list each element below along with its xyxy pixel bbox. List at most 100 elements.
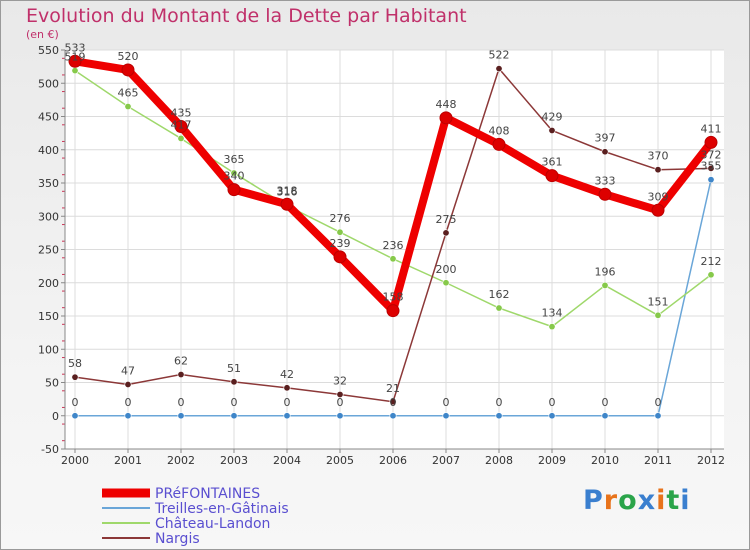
data-point [442,279,450,287]
x-tick-label: 2004 [273,454,301,467]
data-label: 62 [174,355,188,368]
y-tick-label: 200 [38,277,59,290]
data-label: 0 [602,396,609,409]
data-point [280,197,294,211]
data-label: 0 [231,396,238,409]
legend-label: Treilles-en-Gâtinais [154,501,289,517]
data-label: 397 [595,132,616,145]
y-tick-label: 350 [38,177,59,190]
data-label: 151 [648,295,669,308]
data-point [389,255,397,263]
data-point [442,229,450,237]
x-tick-label: 2011 [644,454,672,467]
data-point [386,304,400,318]
logo-letter: x [637,485,657,516]
data-label: 340 [224,170,245,183]
data-label: 316 [277,186,298,199]
data-point [495,65,503,73]
data-label: 0 [496,396,503,409]
data-point [548,126,556,134]
data-point [230,378,238,386]
y-tick-label: 100 [38,343,59,356]
data-point [227,183,241,197]
data-point [121,63,135,77]
data-label: 522 [489,49,510,62]
logo-letter: r [603,485,619,516]
y-tick-label: 150 [38,310,59,323]
y-tick-label: 400 [38,144,59,157]
x-tick-labels: 2000 2001 2002 2003 2004 2005 2006 2007 2008 2009… [61,454,725,467]
data-point [548,323,556,331]
data-point [336,390,344,398]
series-1 [71,176,715,420]
x-tick-label: 2010 [591,454,619,467]
data-label: 196 [595,265,616,278]
data-label: 0 [72,396,79,409]
axes [61,49,724,453]
chart-subtitle: (en €) [26,28,59,41]
data-label: 411 [701,122,722,135]
data-point [389,398,397,406]
data-point [124,380,132,388]
data-label: 361 [542,156,563,169]
data-label: 162 [489,288,510,301]
data-point [442,412,450,420]
x-tick-label: 2012 [697,454,725,467]
y-tick-labels: -50 0 50 100 150 200 250 300 350 400 450 500 550 [38,44,59,456]
data-label: 212 [701,255,722,268]
data-label: 239 [330,237,351,250]
data-point [651,203,665,217]
data-label: 0 [125,396,132,409]
legend-label: PRéFONTAINES [155,486,260,502]
data-label: 408 [489,124,510,137]
data-point [545,169,559,183]
data-label: 58 [68,357,82,370]
data-point [439,111,453,125]
series-3 [71,65,715,406]
data-point [707,176,715,184]
y-tick-label: 450 [38,111,59,124]
data-label: 519 [65,51,86,64]
data-point [495,412,503,420]
data-label: 51 [227,362,241,375]
data-label: 365 [224,153,245,166]
data-point [707,271,715,279]
data-label: 448 [436,98,457,111]
x-tick-label: 2007 [432,454,460,467]
proxiti-logo: Proxiti [583,485,691,516]
data-label: 333 [595,174,616,187]
data-label: 372 [701,148,722,161]
x-tick-label: 2006 [379,454,407,467]
x-tick-label: 2000 [61,454,89,467]
data-point [654,166,662,174]
data-point [704,135,718,149]
y-tick-label: 250 [38,244,59,257]
x-tick-label: 2005 [326,454,354,467]
data-label: 0 [284,396,291,409]
data-point [601,281,609,289]
y-tick-label: -50 [41,443,59,456]
data-point [495,304,503,312]
data-label: 0 [337,396,344,409]
series-0 [68,54,718,318]
data-label: 42 [280,368,294,381]
data-point [71,373,79,381]
data-point [283,384,291,392]
data-label: 276 [330,212,351,225]
data-label: 318 [277,184,298,197]
data-label: 236 [383,239,404,252]
y-tick-label: 300 [38,210,59,223]
logo-letter: t [666,485,681,516]
data-label: 0 [655,396,662,409]
legend-label: Nargis [155,531,200,547]
x-tick-label: 2008 [485,454,513,467]
x-tick-label: 2002 [167,454,195,467]
logo-letter: i [656,485,667,516]
legend: PRéFONTAINESTreilles-en-GâtinaisChâteau-… [102,486,289,547]
data-label: 435 [171,106,192,119]
data-point [336,412,344,420]
data-label: 465 [118,87,139,100]
y-tick-label: 500 [38,77,59,90]
x-tick-label: 2001 [114,454,142,467]
